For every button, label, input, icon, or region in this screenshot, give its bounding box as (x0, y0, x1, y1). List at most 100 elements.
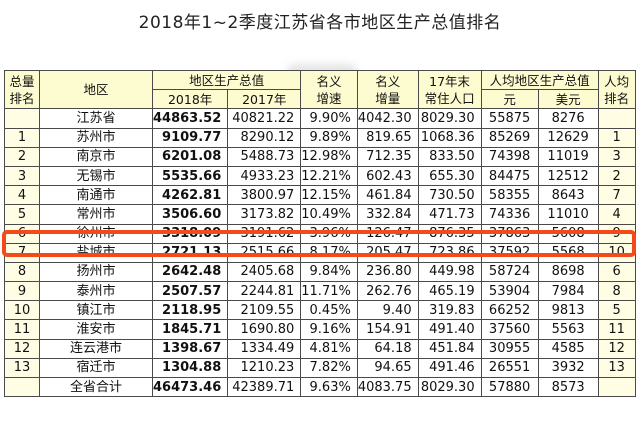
gdp-2017-cell: 1690.80 (227, 319, 302, 340)
region-cell: 宿迁市 (39, 357, 153, 379)
gdp-2017-cell: 2244.81 (227, 281, 302, 302)
gdp-2017-cell: 1334.49 (227, 338, 302, 359)
table-row: 6 徐州市 3318.09 3191.62 3.96% 126.47 876.35 37863… (4, 223, 636, 244)
rank-cell: 5 (4, 204, 40, 225)
per-capita-rank-cell: 6 (597, 261, 636, 283)
header-per-capita-group: 人均地区生产总值 (480, 69, 599, 91)
rank-cell (4, 376, 40, 398)
header-gdp-group: 地区生产总值 (151, 69, 302, 91)
per-capita-rank-cell (597, 376, 636, 398)
per-capita-yuan-cell: 57880 (480, 376, 539, 398)
gdp-2017-cell: 1210.23 (227, 357, 302, 379)
header-rank: 总量 排名 (4, 69, 40, 110)
per-capita-usd-cell: 8698 (537, 261, 599, 283)
header-nominal-increase: 名义 增量 (356, 69, 419, 110)
rank-cell: 3 (4, 165, 40, 187)
population-cell: 8029.30 (417, 108, 482, 129)
gdp-2018-cell: 1398.67 (151, 338, 229, 359)
increase-cell: 4042.30 (356, 108, 419, 129)
table-row: 1 苏州市 9109.77 8290.12 9.89% 819.65 1068.36 8526… (4, 127, 636, 148)
per-capita-usd-cell: 12629 (537, 127, 599, 148)
growth-cell: 7.82% (300, 357, 358, 379)
growth-cell: 12.98% (300, 146, 358, 167)
gdp-2017-cell: 3800.97 (227, 185, 302, 206)
header-nominal-growth-top: 名义 (316, 73, 342, 89)
gdp-2018-cell: 3506.60 (151, 204, 229, 225)
table-row: 江苏省 44863.52 40821.22 9.90% 4042.30 8029.30 55… (4, 108, 636, 129)
per-capita-rank-cell: 8 (597, 281, 636, 302)
header-yuan: 元 (480, 89, 539, 110)
growth-cell: 11.71% (300, 281, 358, 302)
header-2018: 2018年 (151, 89, 229, 110)
gdp-2018-cell: 2118.95 (151, 300, 229, 321)
gdp-2018-cell: 2507.57 (151, 281, 229, 302)
rank-cell: 12 (4, 338, 40, 359)
per-capita-yuan-cell: 58355 (480, 185, 539, 206)
growth-cell: 9.16% (300, 319, 358, 340)
rank-cell: 11 (4, 319, 40, 340)
increase-cell: 64.18 (356, 338, 419, 359)
gdp-ranking-table: 总量 排名 地区 地区生产总值 名义 增速 名义 增量 17年末 常住人口 人均… (4, 69, 636, 398)
header-nominal-growth-bottom: 增速 (316, 90, 342, 106)
region-cell: 常州市 (39, 204, 153, 225)
gdp-2018-cell: 3318.09 (151, 223, 229, 244)
header-region: 地区 (39, 69, 153, 110)
gdp-2018-cell: 2721.13 (151, 242, 229, 263)
region-cell: 苏州市 (39, 127, 153, 148)
growth-cell: 0.45% (300, 300, 358, 321)
region-cell: 南通市 (39, 185, 153, 206)
gdp-2018-cell: 46473.46 (151, 376, 229, 398)
table-row: 3 无锡市 5535.66 4933.23 12.21% 602.43 655.30 8447… (4, 165, 636, 187)
increase-cell: 236.80 (356, 261, 419, 283)
increase-cell: 602.43 (356, 165, 419, 187)
rank-cell: 4 (4, 185, 40, 206)
population-cell: 491.46 (417, 357, 482, 379)
per-capita-rank-cell: 11 (597, 319, 636, 340)
growth-cell: 9.63% (300, 376, 358, 398)
growth-cell: 10.49% (300, 204, 358, 225)
per-capita-usd-cell: 7984 (537, 281, 599, 302)
region-cell: 泰州市 (39, 281, 153, 302)
gdp-2018-cell: 2642.48 (151, 261, 229, 283)
population-cell: 471.73 (417, 204, 482, 225)
per-capita-usd-cell: 8643 (537, 185, 599, 206)
population-cell: 449.98 (417, 261, 482, 283)
header-nominal-increase-bottom: 增量 (375, 90, 401, 106)
per-capita-yuan-cell: 30955 (480, 338, 539, 359)
growth-cell: 4.81% (300, 338, 358, 359)
per-capita-usd-cell: 4585 (537, 338, 599, 359)
header-usd: 美元 (537, 89, 599, 110)
table-row: 12 连云港市 1398.67 1334.49 4.81% 64.18 451.84 3095… (4, 338, 636, 359)
population-cell: 655.30 (417, 165, 482, 187)
per-capita-yuan-cell: 85269 (480, 127, 539, 148)
per-capita-rank-cell: 7 (597, 185, 636, 206)
gdp-2018-cell: 5535.66 (151, 165, 229, 187)
per-capita-usd-cell: 11019 (537, 146, 599, 167)
table-row: 8 扬州市 2642.48 2405.68 9.84% 236.80 449.98 58724… (4, 261, 636, 283)
increase-cell: 205.47 (356, 242, 419, 263)
rank-cell: 13 (4, 357, 40, 379)
table-row: 9 泰州市 2507.57 2244.81 11.71% 262.76 465.19 5390… (4, 281, 636, 302)
population-cell: 465.19 (417, 281, 482, 302)
growth-cell: 9.89% (300, 127, 358, 148)
per-capita-rank-cell: 5 (597, 300, 636, 321)
per-capita-usd-cell: 5568 (537, 242, 599, 263)
per-capita-rank-cell: 4 (597, 204, 636, 225)
gdp-2017-cell: 2109.55 (227, 300, 302, 321)
increase-cell: 712.35 (356, 146, 419, 167)
per-capita-rank-cell (597, 108, 636, 129)
per-capita-yuan-cell: 26551 (480, 357, 539, 379)
per-capita-rank-cell: 10 (597, 242, 636, 263)
per-capita-yuan-cell: 74336 (480, 204, 539, 225)
table-row: 13 宿迁市 1304.88 1210.23 7.82% 94.65 491.46 26551… (4, 357, 636, 379)
increase-cell: 126.47 (356, 223, 419, 244)
rank-cell: 9 (4, 281, 40, 302)
gdp-2017-cell: 2515.66 (227, 242, 302, 263)
per-capita-rank-cell: 9 (597, 223, 636, 244)
gdp-2018-cell: 9109.77 (151, 127, 229, 148)
header-per-capita-rank: 人均 排名 (597, 69, 636, 110)
header-population: 17年末 常住人口 (417, 69, 482, 110)
per-capita-rank-cell: 1 (597, 127, 636, 148)
header-row-1: 总量 排名 地区 地区生产总值 名义 增速 名义 增量 17年末 常住人口 人均… (4, 69, 636, 110)
